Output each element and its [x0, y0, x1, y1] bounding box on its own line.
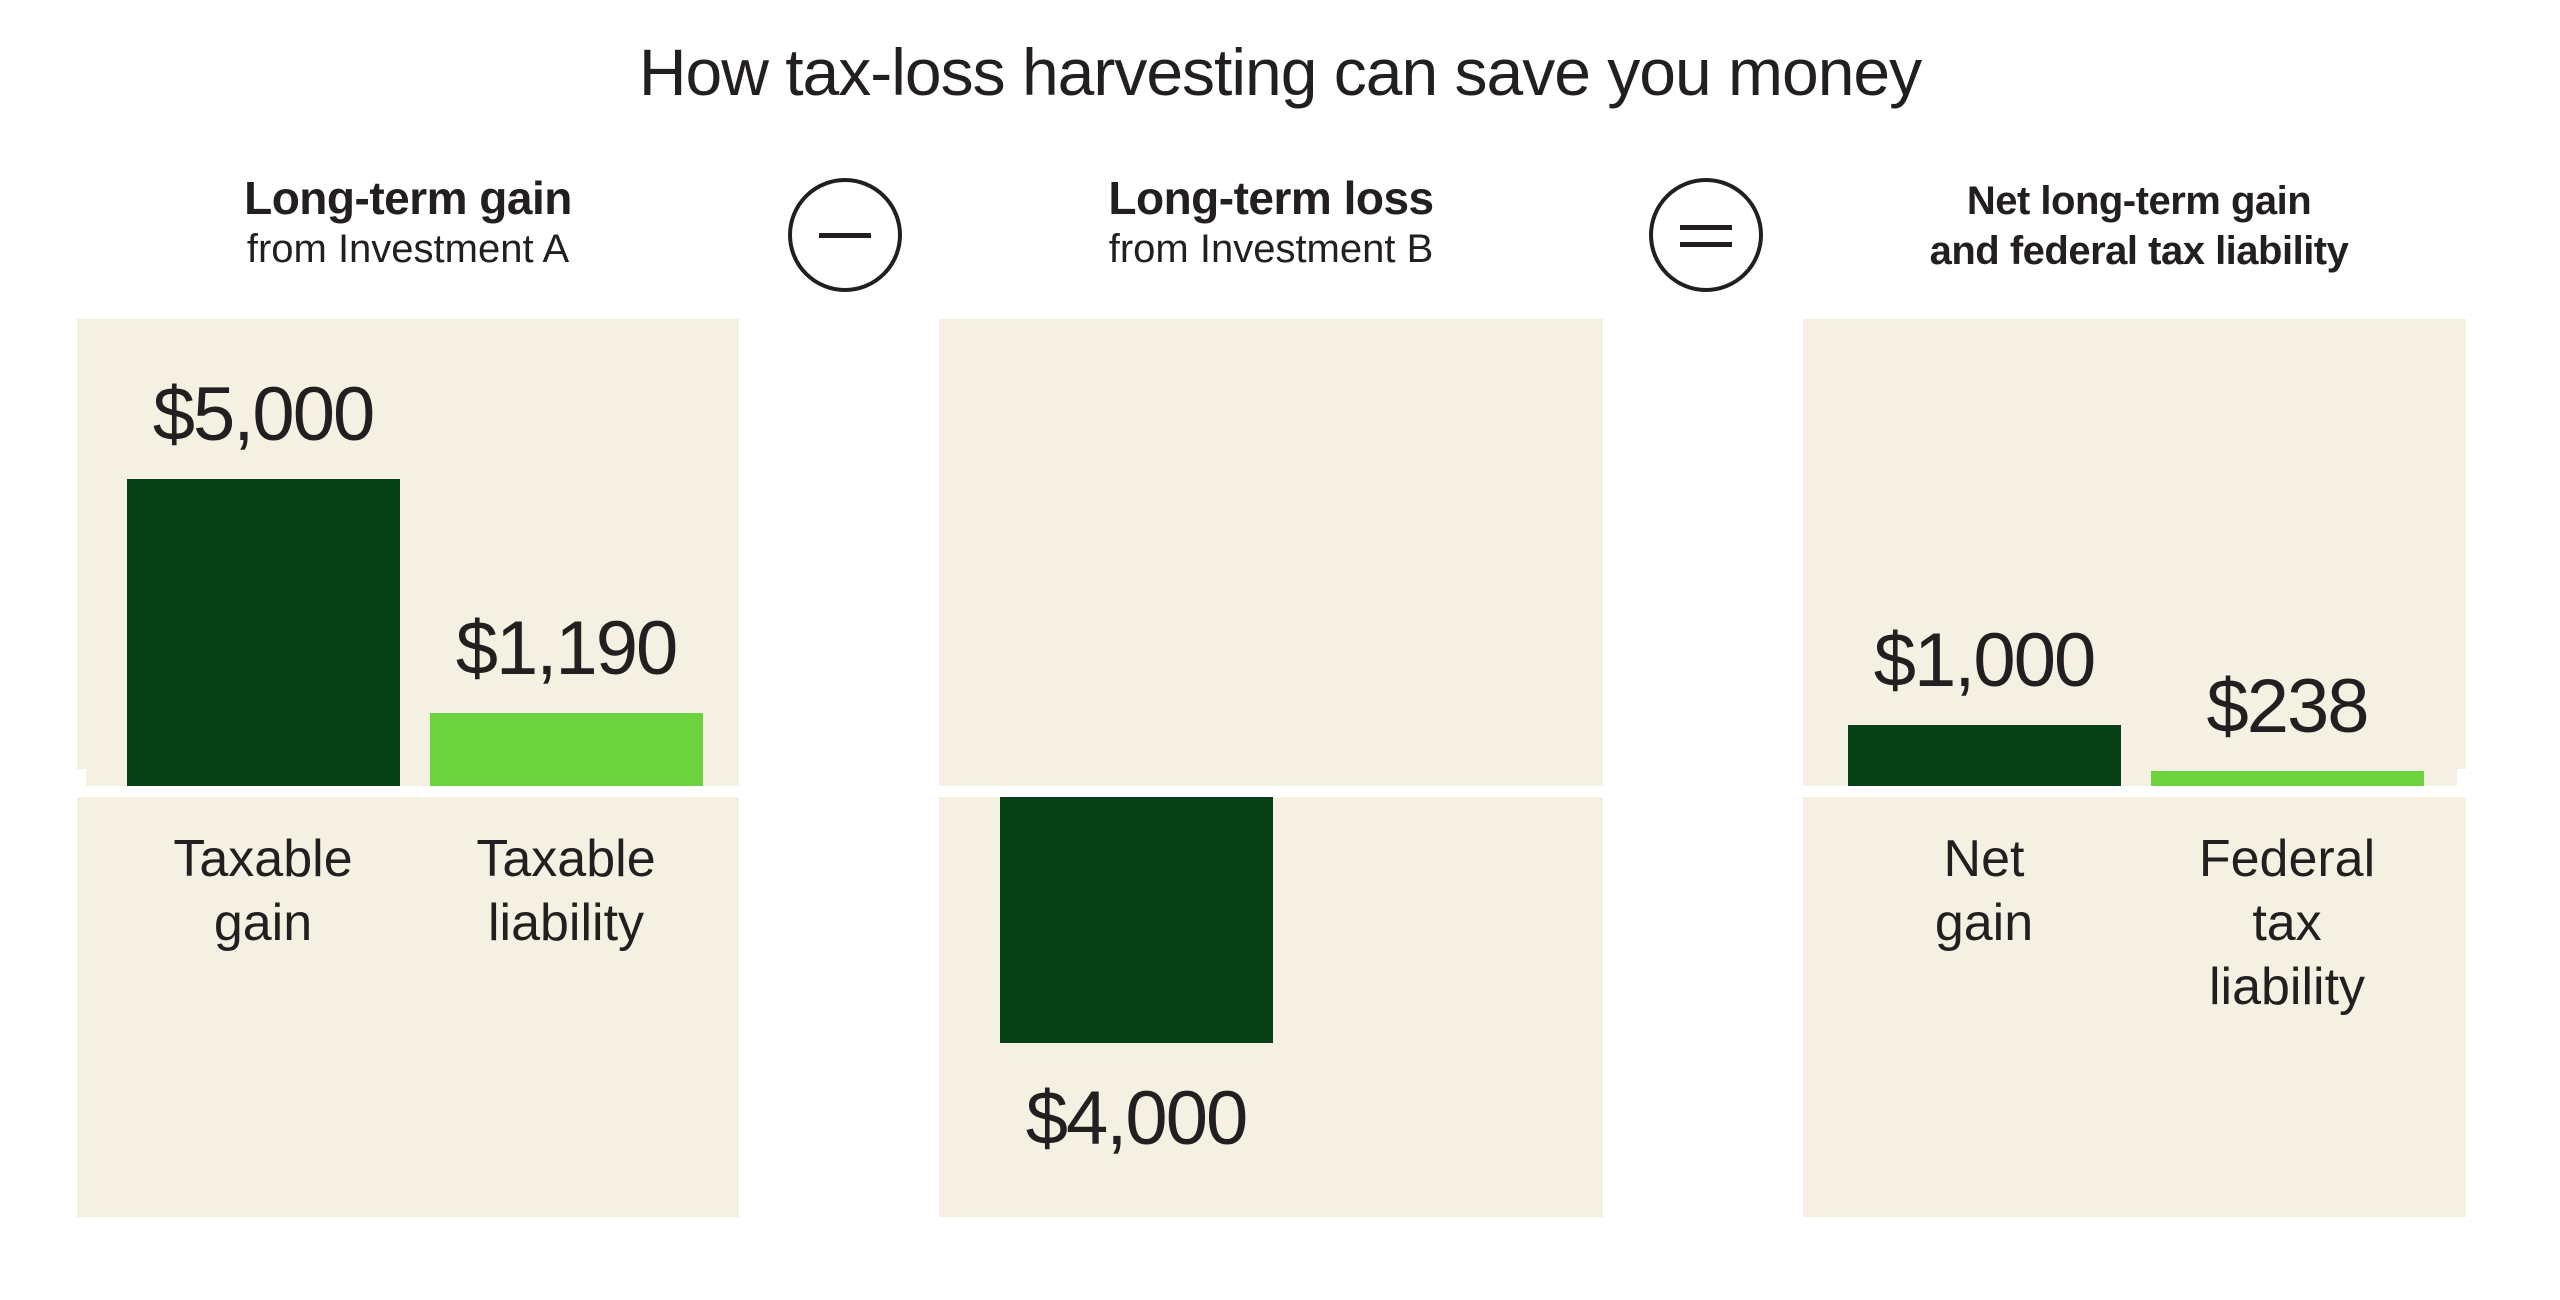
- figure-title: How tax-loss harvesting can save you mon…: [638, 35, 1922, 109]
- header-long-term-loss-subtitle: from Investment B: [1108, 227, 1434, 271]
- panel-long-term-gain: $5,000 Taxable gain $1,190 Taxable liabi…: [77, 319, 739, 1217]
- zero-tick-right: [2457, 769, 2466, 786]
- bar-net-gain: [1848, 725, 2121, 786]
- minus-icon-bar: [819, 233, 871, 238]
- value-label-taxable-liability: $1,190: [455, 606, 678, 691]
- bar-long-term-loss: [1000, 797, 1273, 1043]
- header-net-gain-title: Net long-term gain and federal tax liabi…: [1929, 179, 2349, 273]
- value-label-taxable-gain: $5,000: [152, 372, 375, 457]
- value-label-federal-tax: $238: [2206, 664, 2369, 749]
- category-label-federal-tax: Federal tax liability: [2198, 830, 2376, 1016]
- panel-long-term-loss: $4,000: [939, 319, 1603, 1217]
- category-label-taxable-gain: Taxable gain: [173, 830, 353, 952]
- header-net-gain: Net long-term gain and federal tax liabi…: [1839, 176, 2439, 276]
- minus-icon: [788, 178, 902, 292]
- panel-net-gain: $1,000 Net gain $238 Federal tax liabili…: [1803, 319, 2466, 1217]
- value-label-net-gain: $1,000: [1873, 618, 2096, 703]
- category-label-taxable-liability: Taxable liability: [476, 830, 656, 952]
- equals-icon-bar-top: [1680, 225, 1732, 230]
- value-label-long-term-loss: $4,000: [1025, 1076, 1248, 1161]
- zero-baseline: [1803, 786, 2466, 797]
- header-long-term-gain-title: Long-term gain: [244, 172, 572, 224]
- zero-baseline: [77, 786, 739, 797]
- zero-baseline: [939, 786, 1603, 797]
- equals-icon-bar-bottom: [1680, 242, 1732, 247]
- zero-tick-left: [77, 769, 86, 786]
- header-long-term-gain-subtitle: from Investment A: [246, 227, 570, 271]
- equals-icon: [1649, 178, 1763, 292]
- category-label-net-gain: Net gain: [1934, 830, 2034, 952]
- header-long-term-gain: Long-term gain from Investment A: [108, 170, 708, 272]
- bar-taxable-gain: [127, 479, 400, 786]
- header-long-term-loss-title: Long-term loss: [1108, 172, 1434, 224]
- bar-federal-tax: [2151, 771, 2424, 786]
- bar-taxable-liability: [430, 713, 703, 786]
- header-long-term-loss: Long-term loss from Investment B: [971, 170, 1571, 272]
